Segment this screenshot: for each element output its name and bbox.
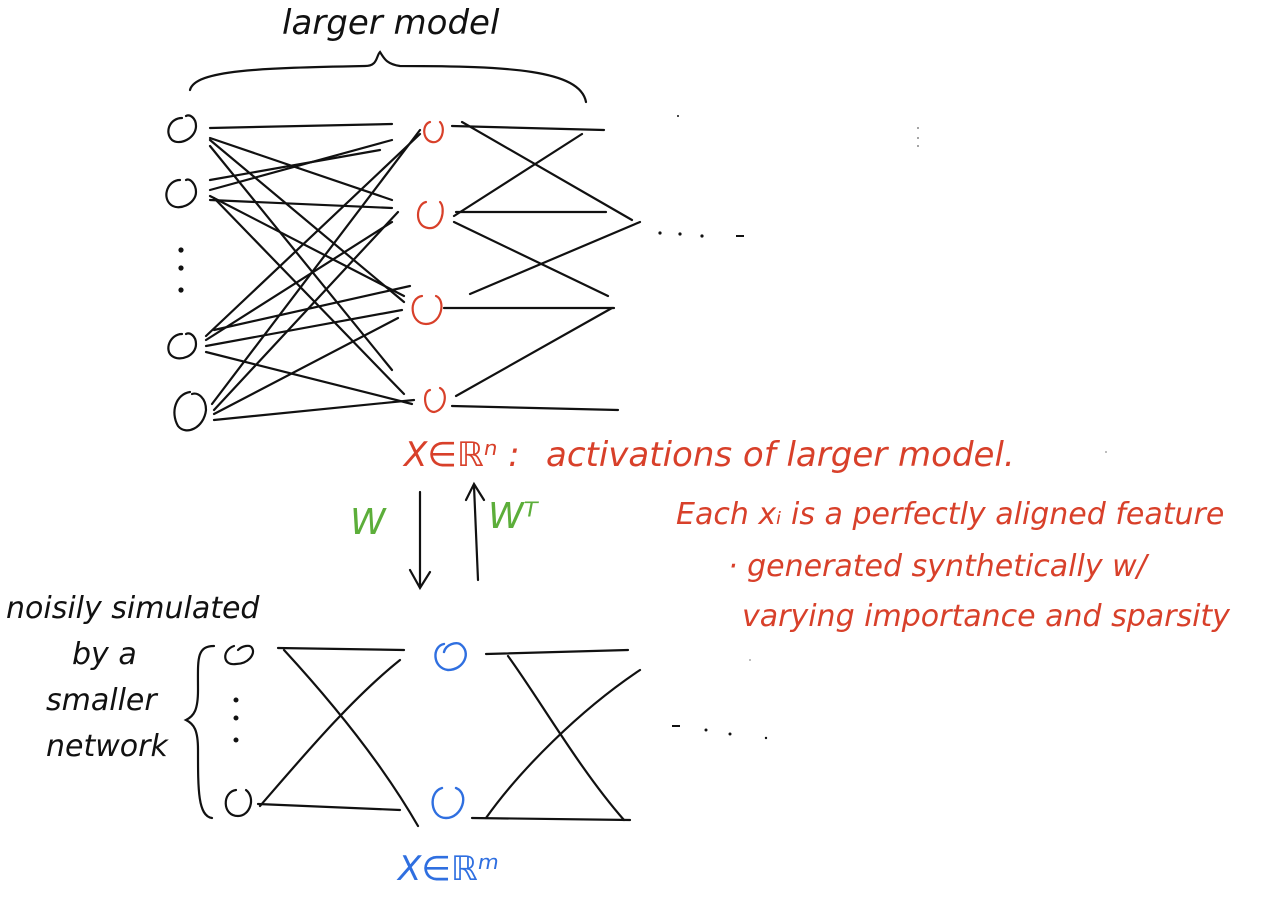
side-note-line-4: network xyxy=(46,729,168,764)
up-arrow xyxy=(464,481,486,582)
input-node-4 xyxy=(173,390,208,432)
down-arrow-label: W xyxy=(350,502,386,543)
input-ellipsis-dot xyxy=(178,287,184,293)
side-note-line-1: noisily simulated xyxy=(6,591,260,626)
side-note-line-2: by a xyxy=(72,637,137,672)
hidden-node-2 xyxy=(416,200,444,230)
input-node-2 xyxy=(165,178,198,209)
bottom-network xyxy=(183,644,642,828)
top-brace-label: larger model xyxy=(282,3,500,43)
hidden-layer xyxy=(411,120,446,414)
side-brace xyxy=(183,644,216,820)
input-ellipsis-dot xyxy=(178,265,184,271)
smaller-hidden-layer xyxy=(431,642,467,820)
small-hidden-node-1 xyxy=(434,642,467,672)
larger-activation-description: activations of larger model. xyxy=(546,435,1015,475)
down-arrow xyxy=(408,490,432,591)
side-note-line-3: smaller xyxy=(46,683,157,718)
small-input-node-1 xyxy=(224,644,255,666)
top-brace xyxy=(188,50,588,104)
small-input-ellipsis-dot xyxy=(233,697,239,703)
small-input-ellipsis-dot xyxy=(233,737,239,743)
larger-activation-symbol: X∈ℝⁿ : xyxy=(404,435,520,475)
smaller-activation-symbol: X∈ℝᵐ xyxy=(398,849,500,889)
top-trailing-ellipsis xyxy=(658,231,744,238)
projection-arrows xyxy=(408,481,486,591)
bottom-trailing-ellipsis xyxy=(672,725,768,740)
input-ellipsis-dot xyxy=(178,247,184,253)
feature-note-line-3: varying importance and sparsity xyxy=(742,599,1230,634)
input-node-1 xyxy=(167,114,198,144)
hidden-node-3 xyxy=(411,294,443,326)
feature-note-line-2: · generated synthetically w/ xyxy=(728,549,1147,584)
input-node-3 xyxy=(167,332,198,360)
small-hidden-node-2 xyxy=(431,786,465,820)
small-input-node-2 xyxy=(224,788,253,818)
hidden-node-4 xyxy=(424,386,446,414)
hidden-node-1 xyxy=(423,120,444,144)
small-input-ellipsis-dot xyxy=(233,715,239,721)
up-arrow-label: Wᵀ xyxy=(488,496,538,537)
feature-note-line-1: Each xᵢ is a perfectly aligned feature xyxy=(676,497,1225,532)
top-network xyxy=(165,50,642,432)
